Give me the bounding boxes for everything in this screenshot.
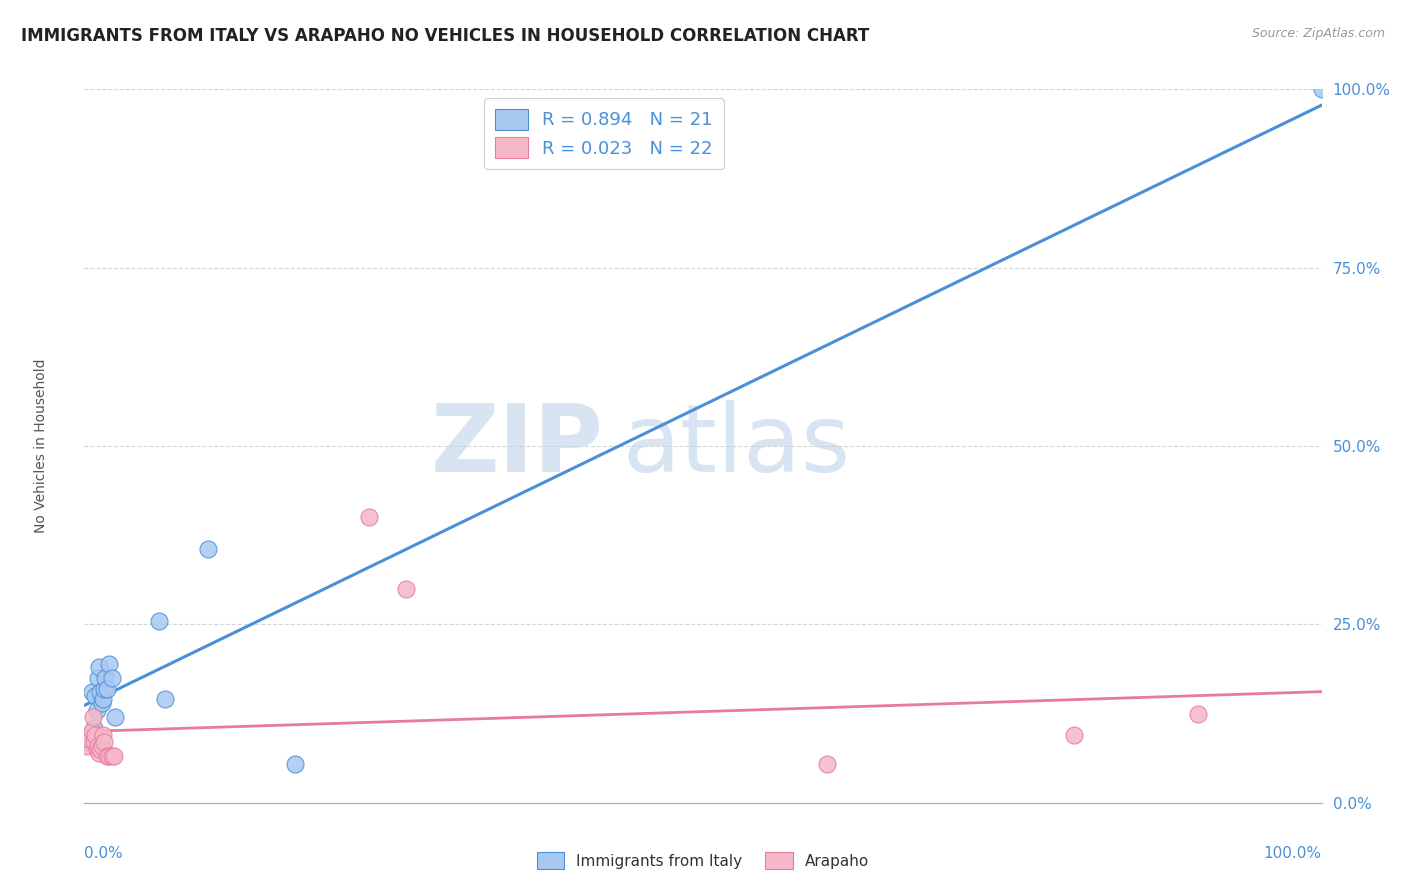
Point <box>80 724 103 739</box>
Text: IMMIGRANTS FROM ITALY VS ARAPAHO NO VEHICLES IN HOUSEHOLD CORRELATION CHART: IMMIGRANTS FROM ITALY VS ARAPAHO NO VEHI… <box>21 27 869 45</box>
Point <box>80 685 103 699</box>
Point <box>100 671 122 685</box>
Point <box>76 739 98 753</box>
Legend: Immigrants from Italy, Arapaho: Immigrants from Italy, Arapaho <box>530 846 876 875</box>
Point <box>94 671 117 685</box>
Point <box>395 582 418 596</box>
Point <box>84 728 107 742</box>
Text: atlas: atlas <box>623 400 851 492</box>
Text: Source: ZipAtlas.com: Source: ZipAtlas.com <box>1251 27 1385 40</box>
Point <box>89 746 111 760</box>
Point <box>284 756 307 771</box>
Point <box>84 689 107 703</box>
Text: 0.0%: 0.0% <box>84 846 124 861</box>
Point <box>1187 706 1209 721</box>
Point <box>96 681 118 696</box>
Point <box>89 742 111 756</box>
Point <box>148 614 170 628</box>
Point <box>83 735 105 749</box>
Point <box>93 735 115 749</box>
Point <box>1310 82 1333 96</box>
Point <box>87 739 110 753</box>
Point <box>815 756 838 771</box>
Point <box>98 749 121 764</box>
Point <box>86 703 108 717</box>
Text: No Vehicles in Household: No Vehicles in Household <box>34 359 48 533</box>
Point <box>357 510 380 524</box>
Point <box>91 692 114 706</box>
Point <box>90 696 112 710</box>
Point <box>197 542 219 557</box>
Point <box>79 731 101 746</box>
Text: ZIP: ZIP <box>432 400 605 492</box>
Point <box>89 685 111 699</box>
Point <box>153 692 176 706</box>
Point <box>91 728 114 742</box>
Point <box>104 710 127 724</box>
Point <box>77 735 100 749</box>
Point <box>90 739 112 753</box>
Point <box>89 660 111 674</box>
Point <box>103 749 125 764</box>
Point <box>100 749 122 764</box>
Point <box>87 671 110 685</box>
Point <box>93 681 115 696</box>
Point <box>1063 728 1085 742</box>
Point <box>82 710 104 724</box>
Text: 100.0%: 100.0% <box>1264 846 1322 861</box>
Point <box>86 742 108 756</box>
Point <box>83 721 105 735</box>
Legend: R = 0.894   N = 21, R = 0.023   N = 22: R = 0.894 N = 21, R = 0.023 N = 22 <box>485 98 724 169</box>
Point <box>98 657 121 671</box>
Point <box>96 749 118 764</box>
